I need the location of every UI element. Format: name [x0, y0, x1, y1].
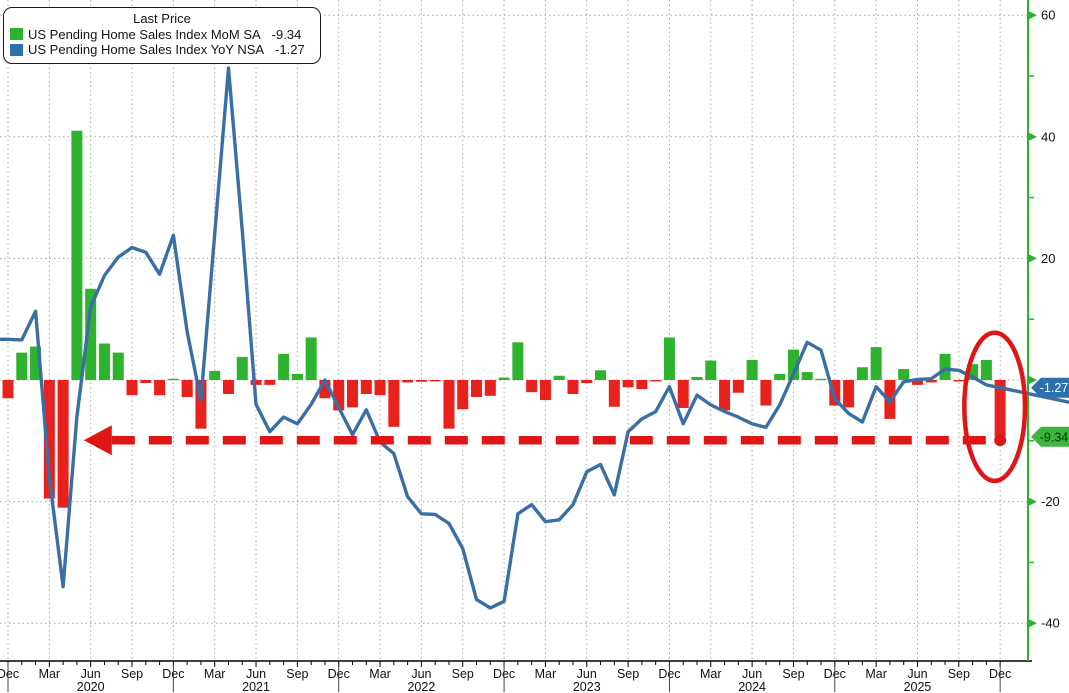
yoy-series-value: -1.27: [275, 42, 305, 57]
svg-text:Jun: Jun: [577, 667, 597, 681]
mom-series-name: US Pending Home Sales Index MoM SA: [28, 26, 261, 42]
legend-title: Last Price: [133, 11, 191, 26]
svg-text:2023: 2023: [573, 680, 601, 693]
mom-series-swatch-icon: [10, 28, 23, 41]
svg-text:-9.34: -9.34: [1040, 430, 1069, 444]
svg-text:Mar: Mar: [39, 667, 61, 681]
yoy-series-name: US Pending Home Sales Index YoY NSA: [28, 42, 265, 57]
svg-text:Mar: Mar: [369, 667, 391, 681]
svg-text:2021: 2021: [242, 680, 270, 693]
svg-text:Jun: Jun: [411, 667, 431, 681]
legend-row-mom: US Pending Home Sales Index MoM SA -9.34: [10, 27, 314, 43]
svg-text:Mar: Mar: [204, 667, 226, 681]
svg-text:Mar: Mar: [865, 667, 887, 681]
svg-text:2024: 2024: [738, 680, 766, 693]
svg-text:60: 60: [1041, 8, 1055, 23]
legend: Last Price US Pending Home Sales Index M…: [3, 7, 321, 64]
svg-text:Sep: Sep: [452, 667, 474, 681]
svg-text:Sep: Sep: [617, 667, 639, 681]
svg-text:Jun: Jun: [907, 667, 927, 681]
svg-text:-20: -20: [1041, 494, 1060, 509]
yoy-series-swatch-icon: [10, 43, 23, 56]
svg-text:Jun: Jun: [81, 667, 101, 681]
legend-row-yoy: US Pending Home Sales Index YoY NSA -1.2…: [10, 42, 314, 58]
svg-text:2025: 2025: [904, 680, 932, 693]
svg-text:Sep: Sep: [286, 667, 308, 681]
svg-text:Sep: Sep: [121, 667, 143, 681]
svg-text:Jun: Jun: [742, 667, 762, 681]
svg-text:2022: 2022: [407, 680, 435, 693]
mom-series-value: -9.34: [271, 26, 302, 42]
svg-text:40: 40: [1041, 129, 1055, 144]
svg-text:Dec: Dec: [0, 667, 19, 681]
svg-text:Sep: Sep: [782, 667, 804, 681]
svg-text:20: 20: [1041, 251, 1055, 266]
svg-text:-1.27: -1.27: [1040, 381, 1069, 395]
svg-text:-40: -40: [1041, 616, 1060, 631]
svg-text:Sep: Sep: [948, 667, 970, 681]
svg-text:Mar: Mar: [535, 667, 557, 681]
svg-text:Jun: Jun: [246, 667, 266, 681]
svg-text:Mar: Mar: [700, 667, 722, 681]
svg-text:2020: 2020: [77, 680, 105, 693]
